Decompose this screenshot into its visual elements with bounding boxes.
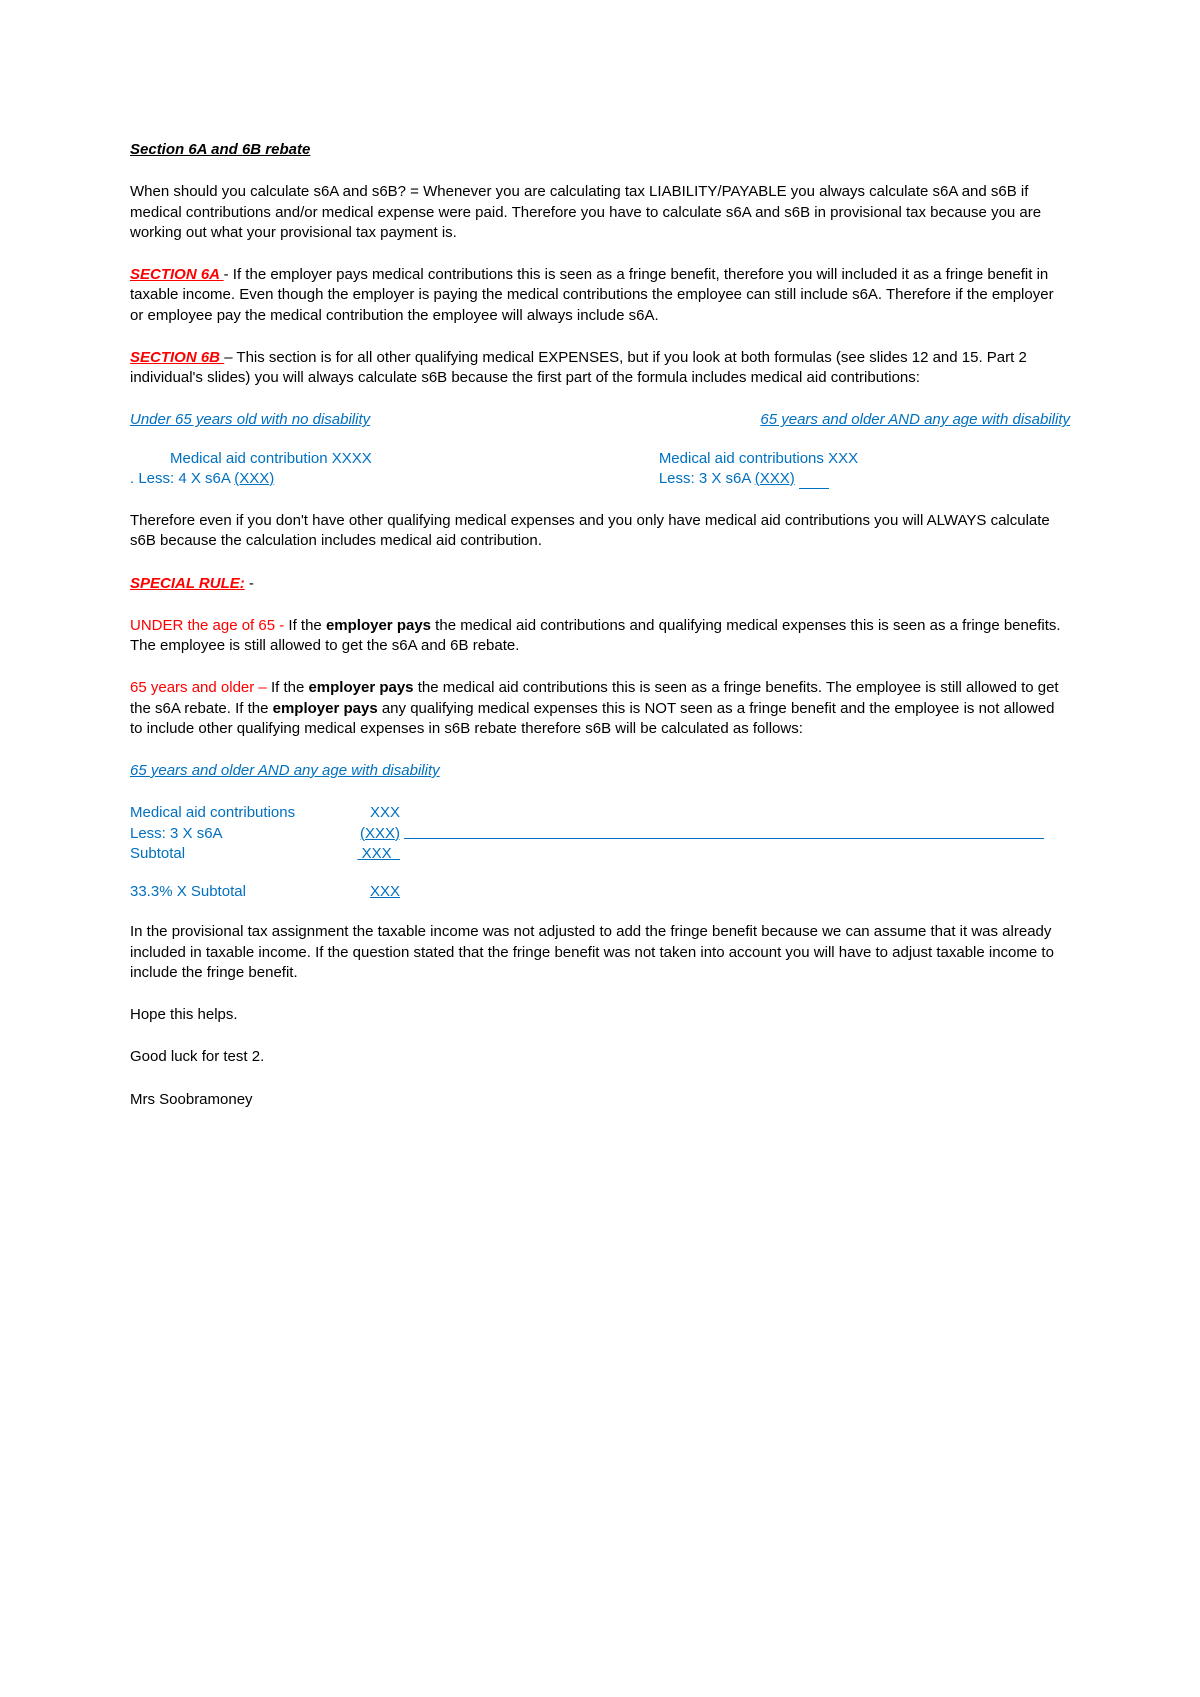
special-rule-label: SPECIAL RULE:: [130, 575, 245, 592]
calc1-left-line2: . Less: 4 X s6A (XXX): [130, 469, 581, 489]
section-6b-text: – This section is for all other qualifyi…: [130, 349, 1027, 386]
calc1-left-line1: Medical aid contribution XXXX: [130, 449, 581, 469]
calc1-right-line1: Medical aid contributions XXX: [619, 449, 1070, 469]
rule-over65-bold1: employer pays: [308, 679, 413, 696]
calc1-left: Medical aid contribution XXXX . Less: 4 …: [130, 449, 581, 490]
special-rule-heading: SPECIAL RULE: -: [130, 574, 1070, 594]
closing-l2: Good luck for test 2.: [130, 1047, 1070, 1067]
rule-over65-mid1: If the: [271, 679, 309, 696]
calc2-row2: Less: 3 X s6A (XXX): [130, 824, 1070, 844]
calc2-table: Medical aid contributions XXX Less: 3 X …: [130, 803, 1070, 902]
calc1-left-val: (XXX): [234, 470, 274, 487]
calc2-r2-val: (XXX): [340, 824, 400, 844]
provisional-note: In the provisional tax assignment the ta…: [130, 922, 1070, 983]
doc-title: Section 6A and 6B rebate: [130, 140, 1070, 160]
intro-paragraph: When should you calculate s6A and s6B? =…: [130, 182, 1070, 243]
rule-over65: 65 years and older – If the employer pay…: [130, 678, 1070, 739]
rule-over65-bold2: employer pays: [273, 700, 378, 717]
calc1-left-label: Less: 4 X s6A: [138, 470, 230, 487]
calc1-right-line2: Less: 3 X s6A (XXX): [619, 469, 1070, 489]
calc2-r2-longline: [404, 824, 1044, 839]
rule-over65-lead: 65 years and older –: [130, 679, 271, 696]
calc2-row1: Medical aid contributions XXX: [130, 803, 1070, 823]
calc1-right-label: Less: 3 X s6A: [659, 470, 751, 487]
calc2-r4-label: 33.3% X Subtotal: [130, 882, 340, 902]
subhead-under65: Under 65 years old with no disability: [130, 410, 370, 430]
calc2-row4: 33.3% X Subtotal XXX: [130, 882, 1070, 902]
section-6a-label: SECTION 6A: [130, 266, 224, 283]
therefore-paragraph: Therefore even if you don't have other q…: [130, 511, 1070, 552]
rule-under65-lead: UNDER the age of 65 -: [130, 617, 288, 634]
calc2-r1-val: XXX: [340, 803, 400, 823]
calc2-r4-val: XXX: [340, 882, 400, 902]
calc1-right-val: (XXX): [755, 470, 795, 487]
calc2-r1-label: Medical aid contributions: [130, 803, 340, 823]
closing-l3: Mrs Soobramoney: [130, 1090, 1070, 1110]
section-6b-label: SECTION 6B: [130, 349, 224, 366]
section-6a-text: - If the employer pays medical contribut…: [130, 266, 1054, 324]
subhead-row-1: Under 65 years old with no disability 65…: [130, 410, 1070, 430]
special-rule-dash: -: [245, 575, 254, 592]
calc2-r2-label: Less: 3 X s6A: [130, 824, 340, 844]
calc-columns-1: Medical aid contribution XXXX . Less: 4 …: [130, 449, 1070, 490]
closing-l1: Hope this helps.: [130, 1005, 1070, 1025]
rule-under65: UNDER the age of 65 - If the employer pa…: [130, 616, 1070, 657]
subhead2: 65 years and older AND any age with disa…: [130, 761, 1070, 781]
calc2-row3: Subtotal XXX: [130, 844, 1070, 864]
subhead-over65: 65 years and older AND any age with disa…: [760, 410, 1070, 430]
section-6a-paragraph: SECTION 6A - If the employer pays medica…: [130, 265, 1070, 326]
calc2-r3-label: Subtotal: [130, 844, 340, 864]
rule-under65-mid1: If the: [288, 617, 326, 634]
trailing-underline: [799, 474, 829, 489]
calc1-right: Medical aid contributions XXX Less: 3 X …: [619, 449, 1070, 490]
section-6b-paragraph: SECTION 6B – This section is for all oth…: [130, 348, 1070, 389]
closing-block: Hope this helps. Good luck for test 2. M…: [130, 1005, 1070, 1110]
calc2-r3-val: XXX: [340, 844, 400, 864]
rule-under65-bold1: employer pays: [326, 617, 431, 634]
